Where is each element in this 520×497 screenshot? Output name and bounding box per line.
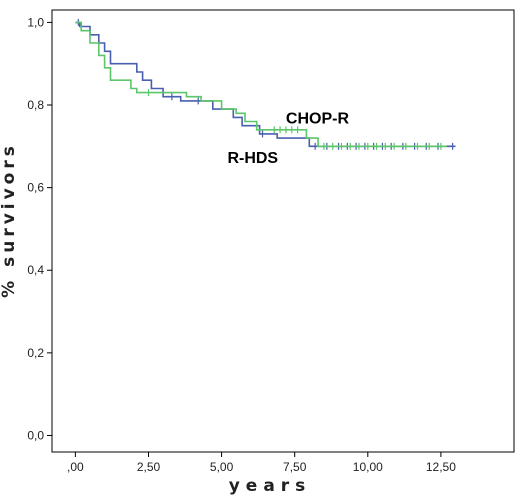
y-tick-label: 1,0 bbox=[27, 15, 44, 29]
x-tick-label: 10,00 bbox=[353, 460, 383, 474]
survival-curve-chop-r bbox=[75, 21, 447, 148]
y-tick-label: 0,6 bbox=[27, 181, 44, 195]
y-axis-ticks: 0,0 0,2 0,4 0,6 0,8 1,0 bbox=[27, 15, 52, 442]
x-tick-label: ,00 bbox=[67, 460, 84, 474]
x-tick-label: 2,50 bbox=[137, 460, 161, 474]
y-tick-label: 0,2 bbox=[27, 346, 44, 360]
x-tick-label: 12,50 bbox=[426, 460, 456, 474]
plot-area bbox=[51, 9, 515, 453]
x-axis-ticks: ,00 2,50 5,00 7,50 10,00 12,50 bbox=[67, 452, 456, 474]
x-axis-title: years bbox=[229, 476, 312, 496]
series-layer bbox=[75, 18, 456, 150]
series-label: R-HDS bbox=[227, 150, 278, 167]
annotation-layer: CHOP-R R-HDS bbox=[227, 111, 349, 167]
x-tick-label: 5,00 bbox=[210, 460, 234, 474]
y-tick-label: 0,8 bbox=[27, 98, 44, 112]
y-axis-title: % survivors bbox=[0, 142, 19, 298]
y-tick-label: 0,0 bbox=[27, 428, 44, 442]
x-tick-label: 7,50 bbox=[283, 460, 307, 474]
series-label: CHOP-R bbox=[286, 111, 350, 128]
y-tick-label: 0,4 bbox=[27, 263, 44, 277]
